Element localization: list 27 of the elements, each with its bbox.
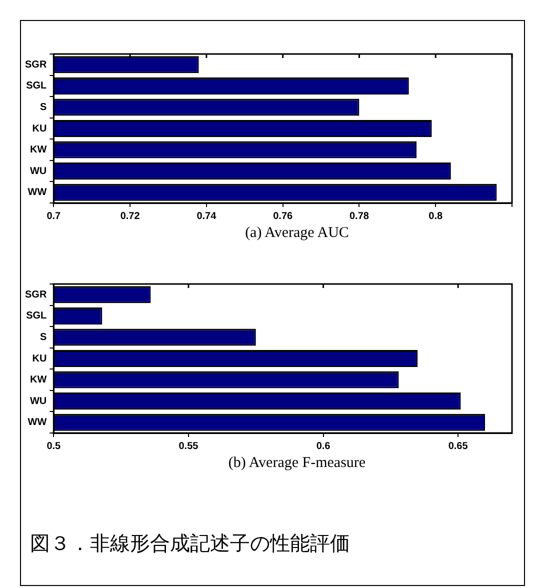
x-tick-label: 0.8 [428,210,443,222]
x-tick-label: 0.78 [349,210,370,222]
y-tick-label: SGL [26,80,47,92]
x-axis-title: (a) Average AUC [244,225,350,242]
y-tick-label: KU [32,353,47,364]
y-tick-label: KW [30,144,48,156]
y-tick-label: WW [28,417,48,428]
y-tick-label: S [40,102,47,113]
x-tick-label: 0.76 [273,210,293,222]
x-tick-label: 0.6 [316,440,331,452]
x-axis-title: (b) Average F-measure [227,455,367,472]
y-tick-label: WU [30,396,47,407]
x-tick-label: 0.5 [46,440,62,452]
y-tick-label: KW [30,374,48,386]
x-tick-label: 0.74 [196,210,217,222]
x-tick-label: 0.7 [46,210,62,222]
x-tick-label: 0.65 [448,440,468,452]
caption: 図３．非線形合成記述子の性能評価 [30,530,350,557]
y-tick-label: S [40,332,47,343]
y-tick-label: WU [30,166,47,177]
y-tick-label: SGL [26,310,47,322]
x-tick-label: 0.72 [120,210,140,222]
x-tick-label: 0.55 [178,440,199,452]
y-tick-label: SGR [25,59,48,70]
y-tick-label: KU [32,123,47,134]
y-tick-label: SGR [25,289,48,300]
y-tick-label: WW [28,187,48,198]
